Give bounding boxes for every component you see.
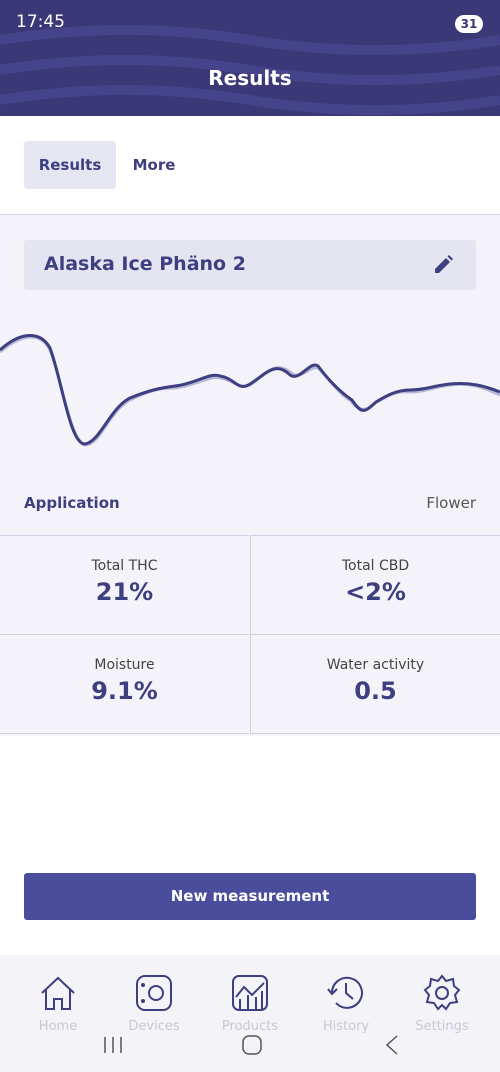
nav-label: Home [38,1019,78,1034]
sample-name: Alaska Ice Phäno 2 [44,253,246,275]
nav-label: Devices [128,1019,180,1034]
system-nav [104,1035,398,1055]
application-label: Application [24,494,120,512]
metric-cell: Total CBD <2% [250,535,500,634]
tab[interactable]: Results [24,141,116,189]
metric-label: Water activity [326,657,425,673]
metric-cell: Water activity 0.5 [250,634,500,734]
metric-cell: Moisture 9.1% [0,634,249,734]
application-value: Flower [426,494,476,512]
metric-value: 21% [95,578,154,606]
tab[interactable]: More [132,156,176,174]
nav-item[interactable]: Home [8,955,108,1034]
metric-value: <2% [345,578,406,606]
nav-label: Products [221,1019,279,1034]
status-time: 17:45 [16,12,65,32]
battery: 31 [455,15,483,33]
metric-cell: Total THC 21% [0,535,249,634]
devices-icon [136,975,172,1011]
new-measurement-button[interactable]: New measurement [24,873,476,920]
sample-card[interactable]: Alaska Ice Phäno 2 [24,240,476,290]
metric-label: Total CBD [341,558,410,574]
edit-icon[interactable] [432,254,454,276]
nav-label: History [322,1019,370,1034]
settings-icon [423,974,461,1011]
nav-item[interactable]: Devices [104,955,204,1034]
bottom-nav: Home Devices Products History Settings [0,955,500,1072]
home-icon [41,976,75,1010]
products-icon [232,975,268,1011]
nav-item[interactable]: Products [200,955,300,1034]
metric-value: 9.1% [91,677,158,705]
nav-label: Settings [415,1019,469,1034]
page-title: Results [208,66,292,90]
spectrum [0,334,500,447]
metric-label: Moisture [94,657,155,673]
nav-item[interactable]: Settings [392,955,492,1034]
nav-item[interactable]: History [296,955,396,1034]
header-waves [0,25,500,115]
metric-value: 0.5 [354,677,397,705]
history-icon [327,976,363,1009]
metric-label: Total THC [91,558,158,574]
header: 17:45 31 Results [0,0,500,116]
